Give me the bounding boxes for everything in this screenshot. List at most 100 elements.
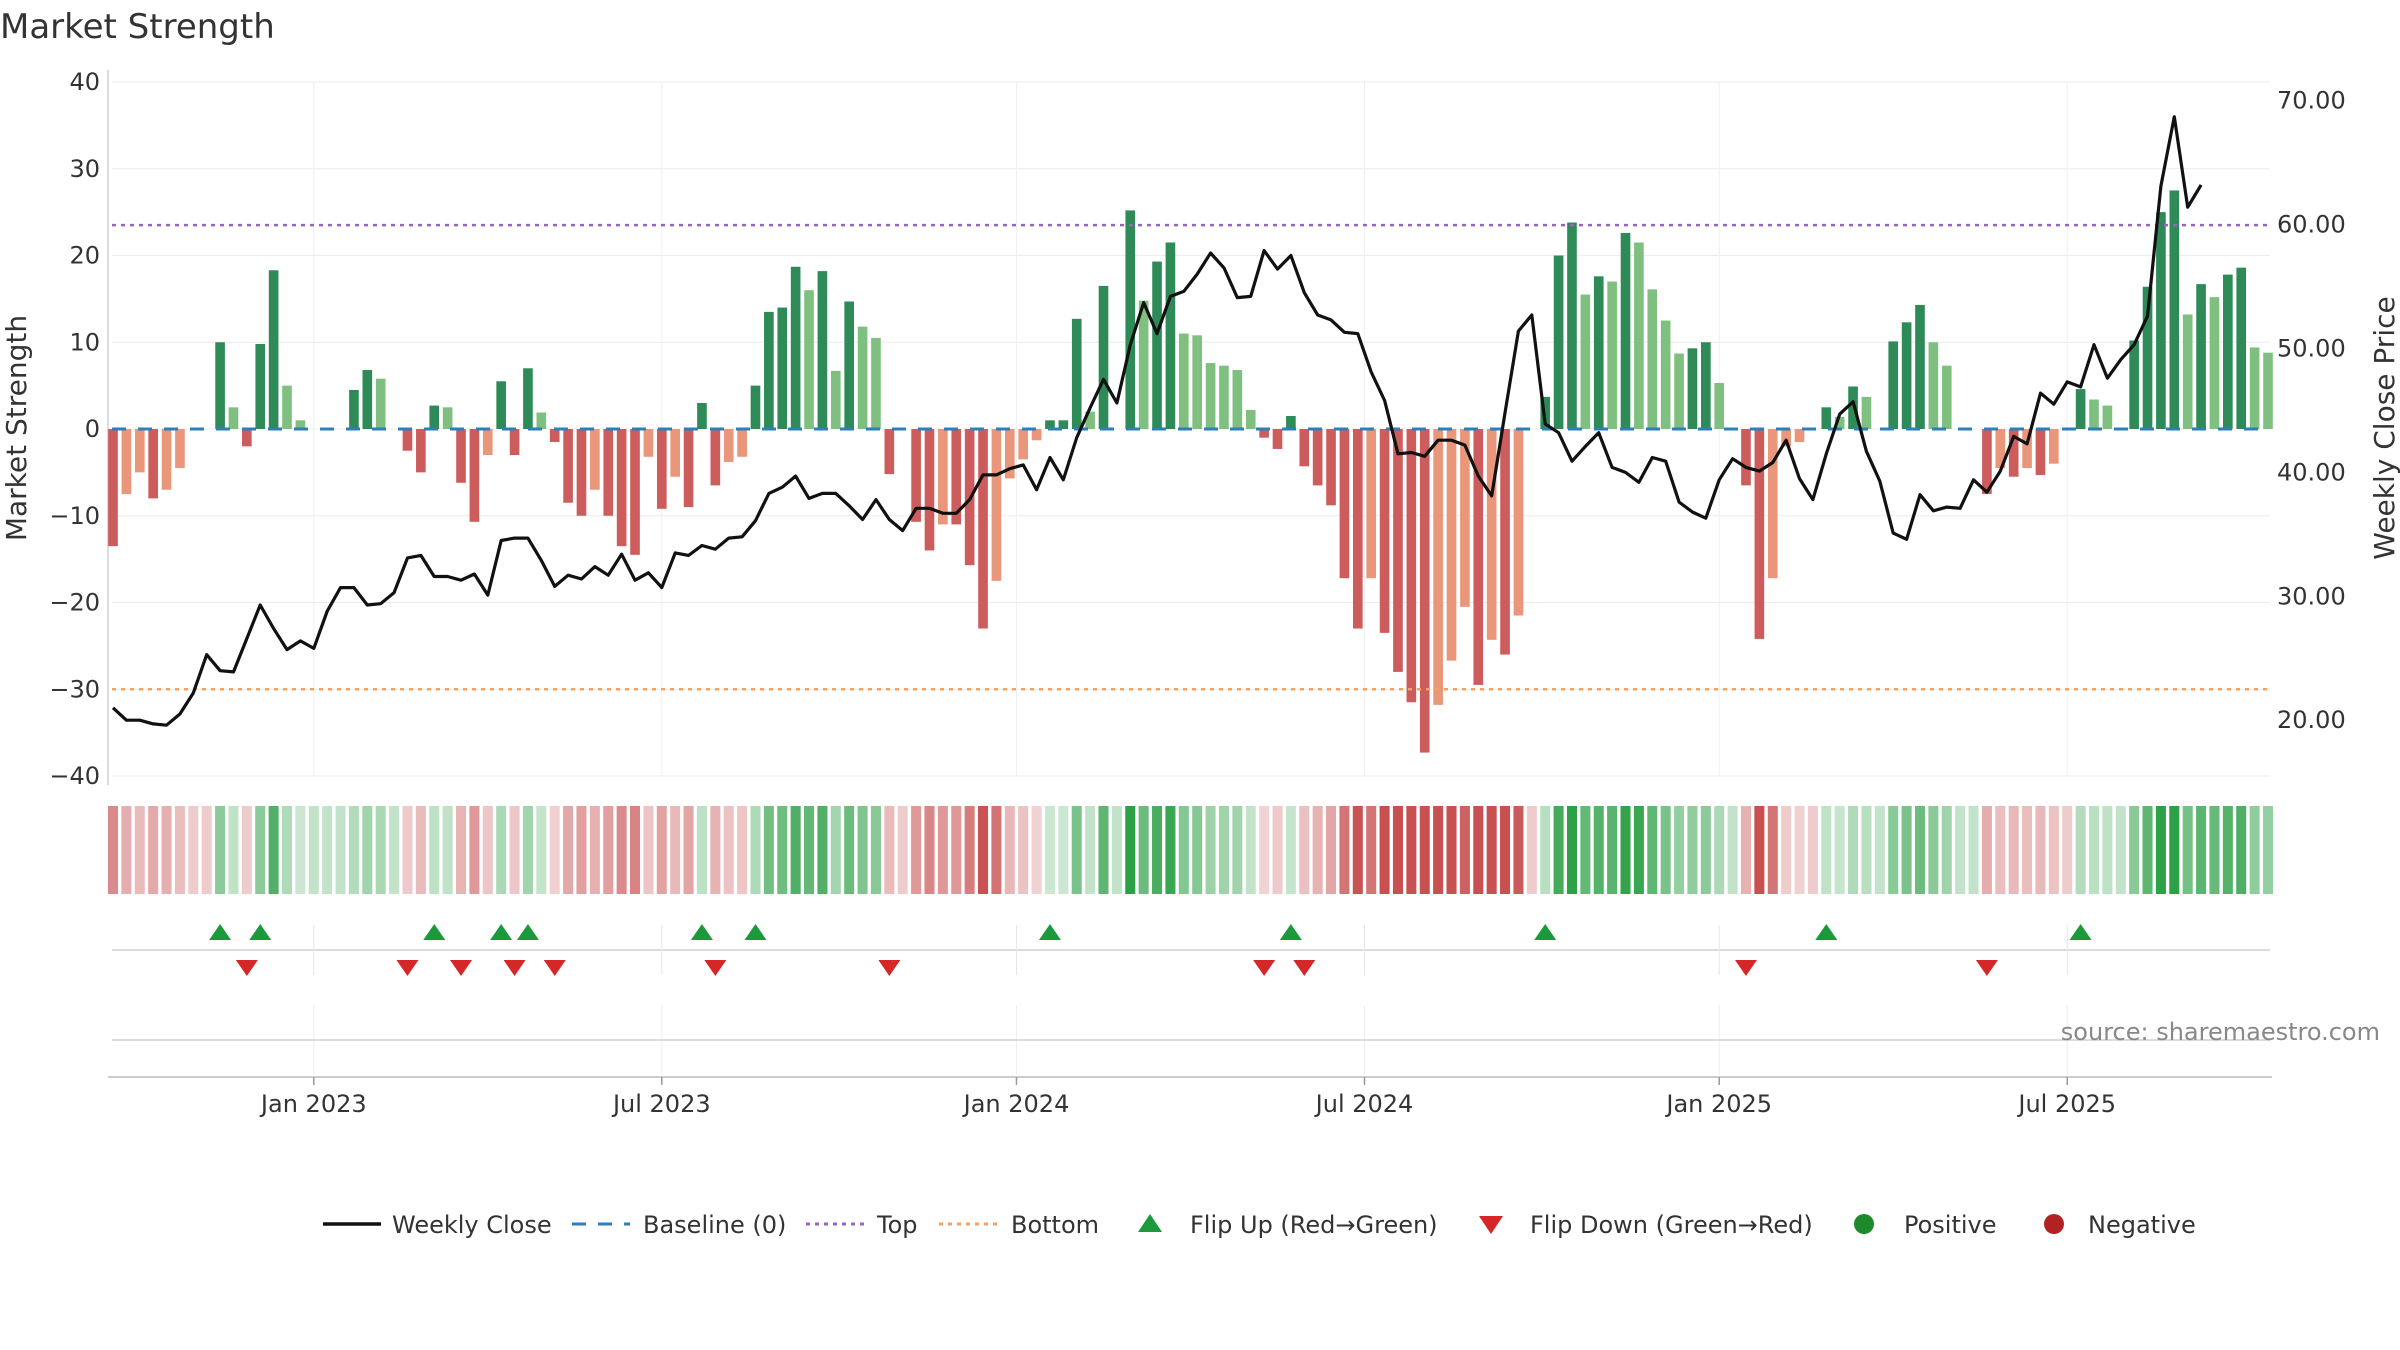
legend-swatch-tri-up — [1138, 1214, 1162, 1232]
strength-bar — [2049, 429, 2059, 464]
heat-cell — [683, 806, 694, 894]
legend-label: Baseline (0) — [643, 1211, 786, 1239]
strength-bar — [108, 429, 118, 547]
heat-cell — [148, 806, 159, 894]
y-tick-label: −40 — [49, 762, 100, 790]
heat-cell — [2062, 806, 2073, 894]
heat-cell — [830, 806, 841, 894]
heat-cell — [2035, 806, 2046, 894]
strength-bar — [2263, 352, 2273, 429]
heat-cell — [469, 806, 480, 894]
heat-cell — [389, 806, 400, 894]
strength-bar — [1098, 285, 1109, 429]
heat-cell — [121, 806, 132, 894]
strength-bar — [469, 429, 480, 522]
heat-cell — [884, 806, 895, 894]
strength-bar — [2075, 389, 2086, 429]
legend-label: Negative — [2088, 1211, 2196, 1239]
strength-bar — [1393, 429, 1403, 672]
strength-bar — [938, 429, 948, 525]
heat-cell — [1553, 806, 1564, 894]
strength-bar — [1178, 333, 1189, 429]
flip-up-marker — [1815, 924, 1838, 940]
heat-cell — [616, 806, 627, 894]
strength-bar — [764, 311, 774, 429]
heat-cell — [937, 806, 948, 894]
heat-cell — [790, 806, 801, 894]
strength-bar — [978, 429, 988, 629]
strength-bar — [1767, 429, 1778, 579]
y-tick-label: 30 — [69, 155, 100, 183]
heat-cell — [215, 806, 226, 894]
heat-cell — [241, 806, 252, 894]
heat-cell — [1459, 806, 1470, 894]
strength-bar — [710, 429, 721, 486]
strength-bar — [857, 326, 868, 429]
strength-bar — [790, 266, 801, 429]
heat-cell — [1232, 806, 1243, 894]
strength-bar — [911, 429, 921, 522]
strength-bar — [1941, 365, 1952, 429]
heat-cell — [1647, 806, 1658, 894]
heat-cell — [710, 806, 721, 894]
heat-cell — [201, 806, 212, 894]
flip-down-marker — [704, 960, 727, 976]
heat-cell — [1928, 806, 1939, 894]
heat-cell — [228, 806, 239, 894]
heat-cell — [1901, 806, 1912, 894]
heat-cell — [1526, 806, 1537, 894]
strength-bar — [830, 370, 841, 429]
strength-bar — [2236, 267, 2247, 429]
flip-up-marker — [690, 924, 713, 940]
strength-bar — [228, 407, 239, 429]
strength-bar — [1259, 429, 1269, 438]
strength-bar — [402, 429, 413, 451]
heat-cell — [1178, 806, 1189, 894]
strength-bar — [2022, 429, 2032, 469]
heat-cell — [1834, 806, 1845, 894]
y2-tick-label: 20.00 — [2277, 706, 2346, 734]
heat-cell — [1848, 806, 1859, 894]
strength-bar — [1326, 429, 1336, 506]
strength-bar — [1674, 353, 1684, 429]
heat-cell — [1339, 806, 1350, 894]
strength-bar — [2169, 190, 2180, 429]
strength-bar — [295, 420, 306, 429]
strength-bar — [871, 337, 881, 429]
strength-bar — [429, 405, 440, 429]
strength-bar — [2102, 405, 2113, 429]
heat-cell — [1299, 806, 1310, 894]
heat-cell — [1165, 806, 1176, 894]
strength-bar — [1821, 407, 1832, 429]
strength-bar — [1379, 429, 1390, 633]
legend-label: Bottom — [1011, 1211, 1099, 1239]
heat-cell — [2008, 806, 2019, 894]
strength-bar — [268, 270, 279, 429]
strength-bar — [362, 370, 373, 429]
strength-bar — [2035, 429, 2046, 475]
heat-cell — [1500, 806, 1511, 894]
heat-cell — [268, 806, 279, 894]
heat-cell — [1406, 806, 1417, 894]
heat-cell — [1794, 806, 1805, 894]
strength-bar — [951, 429, 962, 525]
strength-bar — [215, 342, 225, 429]
strength-bar — [1834, 416, 1845, 429]
strength-bar — [1219, 365, 1229, 429]
strength-bar — [924, 429, 935, 551]
heat-cell — [1754, 806, 1765, 894]
heat-cell — [1727, 806, 1738, 894]
strength-bar — [1031, 429, 1042, 441]
strength-bar — [590, 429, 600, 490]
heat-cell — [174, 806, 185, 894]
strength-bar — [2008, 429, 2019, 477]
strength-bar — [1232, 370, 1243, 429]
flip-down-marker — [1975, 960, 1998, 976]
heat-cell — [911, 806, 922, 894]
strength-bar — [2223, 274, 2233, 429]
heat-cell — [2236, 806, 2247, 894]
strength-bar — [1714, 383, 1725, 429]
heat-cell — [1687, 806, 1698, 894]
flip-down-marker — [450, 960, 473, 976]
